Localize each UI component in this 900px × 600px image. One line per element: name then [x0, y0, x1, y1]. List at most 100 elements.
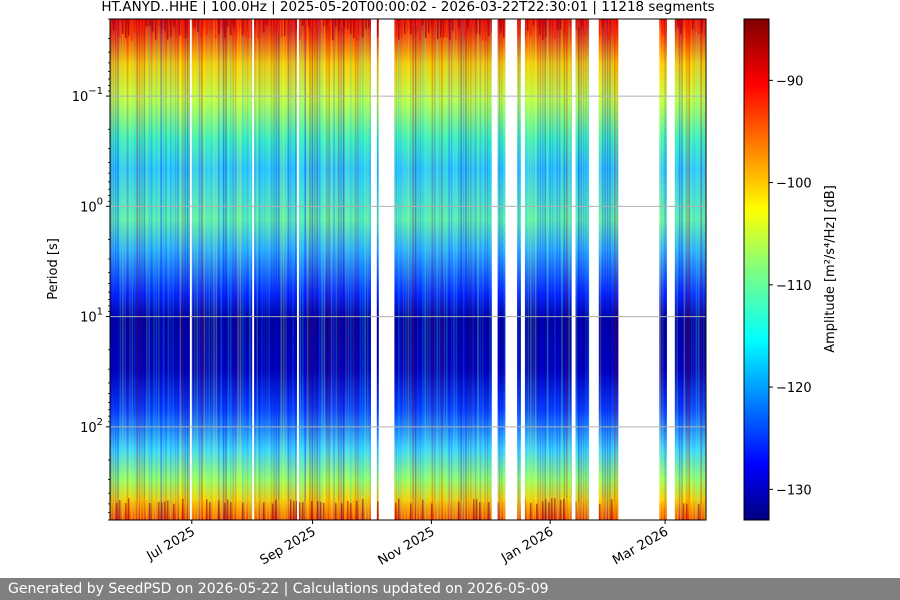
- spectrogram-stripe: [566, 19, 568, 520]
- spectrogram-stripe: [605, 498, 607, 520]
- spectrogram-stripe: [413, 19, 415, 27]
- spectrogram-stripe: [299, 502, 301, 520]
- spectrogram-stripe: [446, 503, 448, 520]
- spectrogram-stripe: [137, 498, 139, 520]
- spectrogram-stripe: [368, 498, 370, 520]
- spectrogram-stripe: [599, 503, 601, 520]
- spectrogram-stripe: [560, 19, 562, 30]
- spectrogram-stripe: [617, 19, 619, 31]
- spectrogram-stripe: [230, 19, 232, 520]
- spectrogram-stripe: [665, 500, 667, 520]
- spectrogram-stripe: [218, 19, 220, 35]
- spectrogram-stripe: [458, 19, 460, 520]
- spectrogram-stripe: [686, 19, 688, 38]
- colorbar-tick-label: −130: [776, 483, 812, 498]
- spectrogram-stripe: [581, 503, 583, 520]
- data-gap: [571, 19, 576, 520]
- spectrogram-stripe: [173, 19, 175, 27]
- spectrogram-stripe: [431, 19, 433, 26]
- spectrogram-stripe: [692, 19, 694, 30]
- data-gap: [189, 19, 192, 520]
- spectrogram-stripe: [344, 19, 346, 28]
- spectrogram-stripe: [308, 19, 310, 27]
- spectrogram-stripe: [206, 19, 208, 35]
- spectrogram-stripe: [350, 503, 352, 520]
- spectrogram-stripe: [425, 503, 427, 520]
- spectrogram-stripe: [664, 19, 666, 520]
- spectrogram-stripe: [376, 19, 378, 520]
- data-gap: [371, 19, 377, 520]
- spectrogram-stripe: [498, 19, 501, 520]
- spectrogram-stripe: [665, 19, 667, 31]
- spectrogram-stripe: [165, 19, 167, 520]
- spectrogram-stripe: [695, 19, 697, 32]
- spectrogram-stripe: [131, 19, 134, 520]
- spectrogram-stripe: [689, 19, 691, 33]
- spectrogram-stripe: [117, 19, 119, 520]
- spectrogram-stripe: [413, 498, 415, 520]
- spectrogram-stripe: [260, 19, 262, 33]
- spectrogram-stripe: [323, 19, 326, 520]
- spectrogram-stripe: [170, 19, 172, 520]
- spectrogram-stripe: [464, 498, 466, 520]
- colorbar: [743, 18, 770, 521]
- spectrogram-stripe: [357, 19, 359, 520]
- spectrogram-stripe: [426, 19, 429, 520]
- spectrogram-stripe: [290, 499, 292, 520]
- spectrogram-stripe: [317, 19, 319, 29]
- spectrogram-stripe: [424, 19, 426, 520]
- spectrogram-stripe: [164, 19, 166, 31]
- spectrogram-stripe: [321, 19, 323, 520]
- spectrogram-stripe: [206, 499, 208, 520]
- spectrogram-stripe: [314, 19, 316, 520]
- spectrogram-stripe: [455, 500, 457, 520]
- footer-text: Generated by SeedPSD on 2026-05-22 | Cal…: [8, 581, 549, 597]
- spectrogram-stripe: [404, 19, 406, 34]
- spectrogram-stripe: [412, 19, 414, 520]
- spectrogram-stripe: [149, 19, 151, 27]
- spectrogram-stripe: [467, 503, 469, 520]
- spectrogram-stripe: [537, 19, 539, 520]
- spectrogram-stripe: [497, 502, 499, 520]
- spectrogram-stripe: [179, 19, 181, 36]
- spectrogram-stripe: [287, 501, 289, 520]
- spectrogram-stripe: [335, 19, 337, 27]
- spectrogram-stripe: [294, 19, 297, 520]
- spectrogram-stripe: [476, 19, 478, 34]
- spectrogram-stripe: [136, 19, 138, 520]
- spectrogram-stripe: [405, 19, 407, 520]
- spectrogram-stripe: [182, 19, 184, 520]
- spectrogram-stripe: [704, 498, 706, 520]
- spectrogram-stripe: [248, 19, 250, 38]
- spectrogram-stripe: [112, 19, 114, 520]
- spectrogram-stripe: [602, 499, 604, 520]
- spectrogram-stripe: [185, 19, 187, 38]
- spectrogram-stripe: [208, 19, 210, 520]
- spectrogram-stripe: [332, 19, 334, 41]
- spectrogram-stripe: [701, 502, 703, 520]
- spectrogram-stripe: [272, 19, 274, 33]
- y-tick-label: 102: [80, 417, 103, 436]
- spectrogram-stripe: [122, 501, 124, 520]
- spectrogram-stripe: [191, 19, 194, 520]
- spectrogram-stripe: [149, 503, 151, 520]
- spectrogram-stripe: [561, 19, 563, 520]
- spectrogram-stripe: [188, 502, 190, 520]
- spectrogram-stripe: [227, 19, 229, 27]
- spectrogram-stripe: [176, 19, 178, 30]
- spectrogram-stripe: [558, 19, 561, 520]
- spectrogram-stripe: [575, 19, 578, 520]
- spectrogram-stripe: [239, 19, 241, 30]
- spectrogram-stripe: [335, 503, 337, 520]
- spectrogram-stripe: [335, 19, 338, 520]
- spectrogram-stripe: [614, 19, 616, 520]
- spectrogram-stripe: [126, 19, 129, 520]
- spectrogram-stripe: [604, 19, 606, 520]
- spectrogram-stripe: [220, 19, 222, 520]
- spectrogram-stripe: [318, 19, 321, 520]
- spectrogram-stripe: [326, 498, 328, 520]
- spectrogram-stripe: [309, 19, 311, 520]
- spectrogram-stripe: [215, 19, 218, 520]
- spectrogram-stripe: [143, 19, 146, 520]
- spectrogram-stripe: [185, 500, 187, 520]
